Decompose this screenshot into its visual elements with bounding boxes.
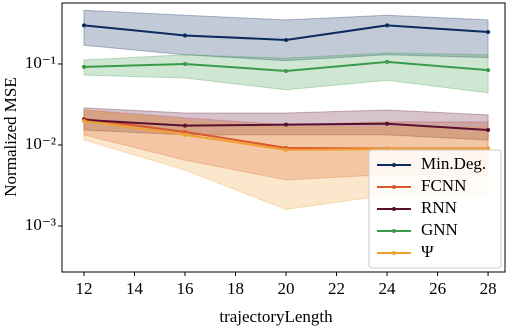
legend-label: RNN (421, 198, 457, 217)
y-tick-label: 10⁻¹ (25, 53, 56, 72)
error-band (83, 9, 489, 62)
x-tick-label: 28 (480, 279, 497, 298)
x-tick-label: 18 (227, 279, 244, 298)
x-tick-label: 16 (176, 279, 193, 298)
x-tick-label: 14 (126, 279, 144, 298)
legend-box (368, 149, 502, 269)
plot-frame (61, 2, 506, 273)
data-point (182, 132, 187, 137)
data-point (486, 68, 491, 73)
data-point (385, 23, 390, 28)
y-axis-label: Normalized MSE (1, 77, 20, 196)
x-tick-label: 12 (75, 279, 92, 298)
y-tick-label: 10⁻³ (25, 215, 56, 234)
data-point (81, 64, 86, 69)
data-point (182, 61, 187, 66)
data-point (284, 68, 289, 73)
x-tick-label: 24 (379, 279, 397, 298)
legend-marker (392, 185, 396, 189)
data-point (385, 121, 390, 126)
data-point (182, 33, 187, 38)
data-point (284, 147, 289, 152)
data-point (284, 122, 289, 127)
x-tick-label: 26 (429, 279, 446, 298)
legend-marker (392, 251, 396, 255)
legend-label: GNN (421, 220, 458, 239)
y-tick-label: 10⁻² (25, 134, 56, 153)
data-point (385, 59, 390, 64)
data-point (81, 118, 86, 123)
legend-marker (392, 229, 396, 233)
data-point (486, 128, 491, 133)
legend-label: FCNN (421, 176, 466, 195)
data-point (182, 129, 187, 134)
legend-marker (392, 207, 396, 211)
legend-label: Min.Deg. (421, 154, 486, 173)
legend-marker (392, 163, 396, 167)
data-point (81, 23, 86, 28)
data-point (182, 123, 187, 128)
data-point (284, 37, 289, 42)
x-tick-label: 22 (328, 279, 345, 298)
x-axis-label: trajectoryLength (219, 307, 333, 326)
x-tick-label: 20 (278, 279, 295, 298)
data-point (486, 30, 491, 35)
legend-label: Ψ (421, 242, 434, 261)
